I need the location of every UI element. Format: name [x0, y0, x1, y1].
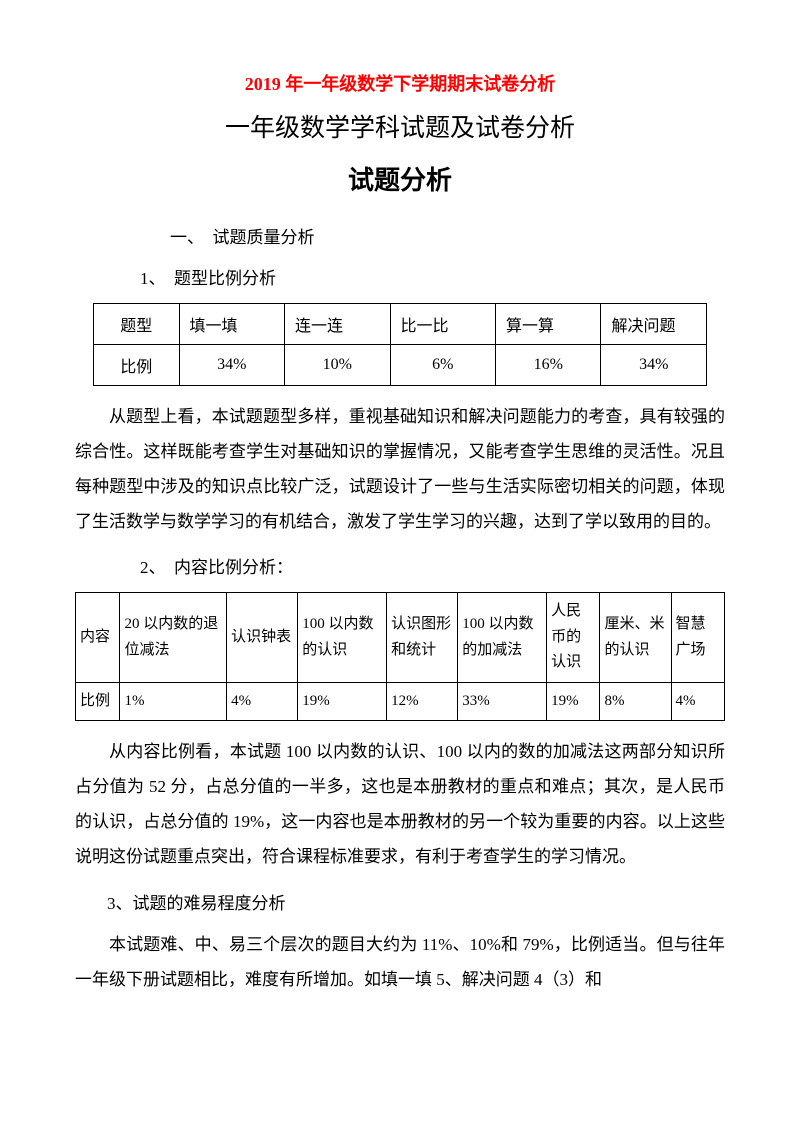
table-row: 比例 1% 4% 19% 12% 33% 19% 8% 4% [76, 682, 725, 721]
table-cell: 16% [495, 345, 601, 386]
table-cell: 内容 [76, 593, 120, 683]
table-cell: 智慧广场 [671, 593, 724, 683]
table-cell: 人民币的认识 [547, 593, 600, 683]
table-cell: 12% [387, 682, 458, 721]
table-cell: 连一连 [285, 304, 391, 345]
table-row: 内容 20 以内数的退位减法 认识钟表 100 以内数的认识 认识图形和统计 1… [76, 593, 725, 683]
heading-level-2-item1: 1、 题型比例分析 [140, 264, 725, 289]
table-cell: 100 以内数的认识 [298, 593, 387, 683]
table-cell: 认识图形和统计 [387, 593, 458, 683]
heading-level-2-item2: 2、 内容比例分析： [140, 553, 725, 578]
table-cell: 算一算 [495, 304, 601, 345]
table-cell: 19% [298, 682, 387, 721]
table-cell: 厘米、米的认识 [600, 593, 671, 683]
table-cell: 10% [285, 345, 391, 386]
table-cell: 34% [179, 345, 285, 386]
paragraph-1: 从题型上看，本试题题型多样，重视基础知识和解决问题能力的考查，具有较强的综合性。… [75, 400, 725, 539]
heading-level-2-item3: 3、试题的难易程度分析 [107, 889, 725, 914]
title-section: 试题分析 [75, 160, 725, 197]
table-cell: 比例 [76, 682, 120, 721]
table-cell: 4% [671, 682, 724, 721]
table-cell: 34% [601, 345, 707, 386]
question-type-table: 题型 填一填 连一连 比一比 算一算 解决问题 比例 34% 10% 6% 16… [93, 303, 707, 386]
table-cell: 1% [120, 682, 227, 721]
title-red: 2019 年一年级数学下学期期末试卷分析 [75, 70, 725, 96]
table-cell: 100 以内数的加减法 [458, 593, 547, 683]
table-cell: 解决问题 [601, 304, 707, 345]
paragraph-2: 从内容比例看，本试题 100 以内数的认识、100 以内的数的加减法这两部分知识… [75, 735, 725, 874]
table-cell: 认识钟表 [227, 593, 298, 683]
paragraph-3: 本试题难、中、易三个层次的题目大约为 11%、10%和 79%，比例适当。但与往… [75, 928, 725, 998]
table-row: 比例 34% 10% 6% 16% 34% [94, 345, 707, 386]
heading-level-1: 一、 试题质量分析 [170, 223, 725, 248]
table-cell: 20 以内数的退位减法 [120, 593, 227, 683]
title-subtitle: 一年级数学学科试题及试卷分析 [75, 108, 725, 144]
table-row: 题型 填一填 连一连 比一比 算一算 解决问题 [94, 304, 707, 345]
table-cell: 比例 [94, 345, 180, 386]
content-proportion-table: 内容 20 以内数的退位减法 认识钟表 100 以内数的认识 认识图形和统计 1… [75, 592, 725, 721]
table-cell: 8% [600, 682, 671, 721]
table-cell: 33% [458, 682, 547, 721]
table-cell: 比一比 [390, 304, 495, 345]
table-cell: 4% [227, 682, 298, 721]
table-cell: 填一填 [179, 304, 285, 345]
table-cell: 题型 [94, 304, 180, 345]
table-cell: 6% [390, 345, 495, 386]
table-cell: 19% [547, 682, 600, 721]
